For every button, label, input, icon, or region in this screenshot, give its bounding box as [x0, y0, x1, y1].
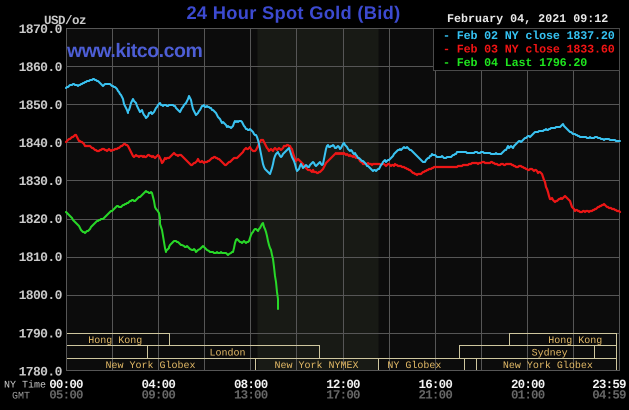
svg-text:New York Globex: New York Globex — [503, 360, 593, 372]
svg-text:1830.0: 1830.0 — [19, 174, 63, 189]
svg-text:04:00: 04:00 — [142, 378, 176, 392]
svg-text:13:00: 13:00 — [234, 388, 268, 402]
svg-text:1790.0: 1790.0 — [19, 326, 63, 341]
svg-text:05:00: 05:00 — [49, 388, 83, 402]
svg-text:NY Time: NY Time — [4, 380, 46, 392]
svg-text:New York Globex: New York Globex — [105, 360, 195, 372]
svg-text:GMT: GMT — [12, 392, 30, 403]
svg-text:24 Hour Spot Gold (Bid): 24 Hour Spot Gold (Bid) — [186, 2, 400, 23]
svg-text:February 04, 2021 09:12: February 04, 2021 09:12 — [447, 12, 608, 26]
svg-text:20:00: 20:00 — [511, 378, 545, 392]
svg-text:1820.0: 1820.0 — [19, 212, 63, 227]
svg-text:04:59: 04:59 — [592, 388, 626, 402]
svg-text:- Feb 04 Last 1796.20: - Feb 04 Last 1796.20 — [443, 56, 587, 70]
svg-text:01:00: 01:00 — [511, 388, 545, 402]
svg-text:1840.0: 1840.0 — [19, 136, 63, 151]
svg-text:Hong Kong: Hong Kong — [548, 336, 602, 347]
svg-text:12:00: 12:00 — [326, 378, 360, 392]
svg-text:1800.0: 1800.0 — [19, 288, 63, 303]
svg-text:21:00: 21:00 — [419, 388, 453, 402]
svg-text:16:00: 16:00 — [419, 378, 453, 392]
svg-text:- Feb 03 NY close 1833.60: - Feb 03 NY close 1833.60 — [443, 43, 615, 57]
svg-text:1860.0: 1860.0 — [19, 60, 63, 75]
svg-text:1810.0: 1810.0 — [19, 250, 63, 265]
svg-text:1870.0: 1870.0 — [19, 22, 63, 37]
svg-text:23:59: 23:59 — [592, 378, 626, 392]
svg-text:Sydney: Sydney — [532, 348, 568, 360]
svg-text:New York NYMEX: New York NYMEX — [274, 360, 358, 372]
svg-text:17:00: 17:00 — [326, 388, 360, 402]
svg-text:Hong Kong: Hong Kong — [88, 336, 142, 347]
svg-text:00:00: 00:00 — [49, 378, 83, 392]
svg-text:08:00: 08:00 — [234, 378, 268, 392]
svg-text:- Feb 02 NY close 1837.20: - Feb 02 NY close 1837.20 — [443, 29, 615, 43]
svg-text:1850.0: 1850.0 — [19, 98, 63, 113]
svg-text:NY Globex: NY Globex — [387, 360, 441, 372]
svg-text:www.kitco.com: www.kitco.com — [66, 40, 202, 62]
svg-text:1780.0: 1780.0 — [19, 364, 63, 379]
svg-text:09:00: 09:00 — [142, 388, 176, 402]
svg-text:USD/oz: USD/oz — [44, 14, 86, 28]
svg-text:London: London — [209, 348, 245, 360]
